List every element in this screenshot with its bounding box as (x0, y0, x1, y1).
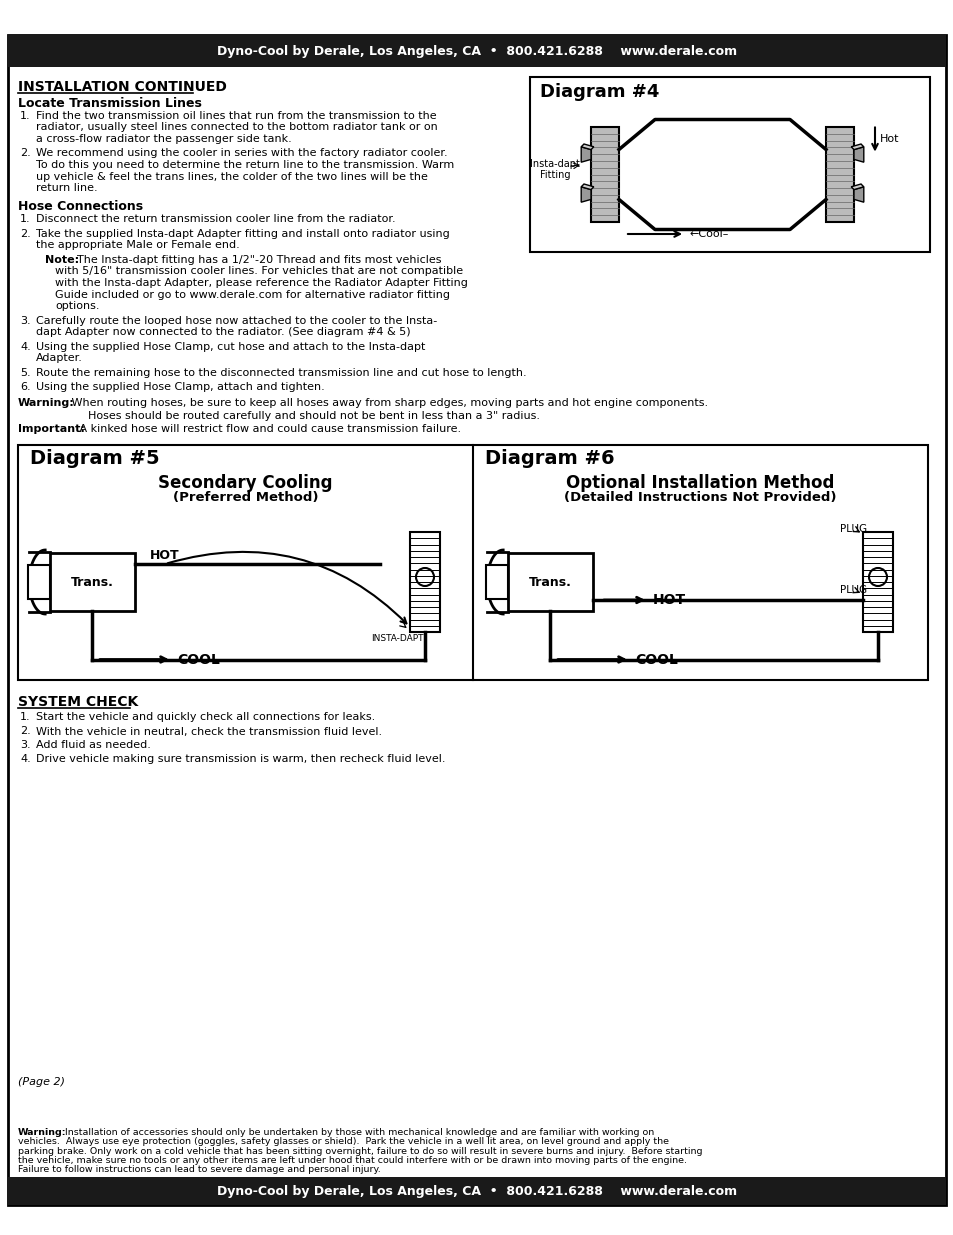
Text: To do this you need to determine the return line to the transmission. Warm: To do this you need to determine the ret… (36, 161, 454, 170)
Text: a cross-flow radiator the passenger side tank.: a cross-flow radiator the passenger side… (36, 135, 292, 144)
Bar (8, 35, 945, 67)
Text: ←Cool–: ←Cool– (689, 228, 729, 240)
Text: Hoses should be routed carefully and should not be bent in less than a 3" radius: Hoses should be routed carefully and sho… (88, 411, 539, 421)
Text: Diagram #5: Diagram #5 (30, 450, 159, 468)
Text: Take the supplied Insta-dapt Adapter fitting and install onto radiator using: Take the supplied Insta-dapt Adapter fit… (36, 228, 449, 240)
Text: 1.: 1. (20, 215, 30, 225)
Text: with 5/16" transmission cooler lines. For vehicles that are not compatible: with 5/16" transmission cooler lines. Fo… (55, 267, 462, 277)
Text: A kinked hose will restrict flow and could cause transmission failure.: A kinked hose will restrict flow and cou… (76, 425, 460, 435)
Polygon shape (580, 144, 593, 149)
Polygon shape (580, 147, 590, 162)
Text: PLUG: PLUG (840, 524, 866, 534)
Text: Hot: Hot (879, 135, 899, 144)
Text: the appropriate Male or Female end.: the appropriate Male or Female end. (36, 241, 239, 251)
Text: Note:: Note: (45, 254, 79, 266)
Text: (Preferred Method): (Preferred Method) (172, 490, 318, 504)
Text: Secondary Cooling: Secondary Cooling (158, 474, 333, 493)
Text: 5.: 5. (20, 368, 30, 378)
Bar (410, 532, 439, 632)
Text: 4.: 4. (20, 342, 30, 352)
Text: Insta-dapt
Fitting: Insta-dapt Fitting (530, 159, 579, 180)
Text: PLUG: PLUG (840, 585, 866, 595)
Text: INSTALLATION CONTINUED: INSTALLATION CONTINUED (18, 80, 227, 94)
Text: Add fluid as needed.: Add fluid as needed. (36, 741, 151, 751)
Text: Locate Transmission Lines: Locate Transmission Lines (18, 98, 202, 110)
Bar (8, 1177, 945, 1205)
Text: return line.: return line. (36, 183, 97, 193)
Polygon shape (853, 147, 862, 162)
Text: Carefully route the looped hose now attached to the cooler to the Insta-: Carefully route the looped hose now atta… (36, 315, 436, 326)
Text: 4.: 4. (20, 755, 30, 764)
Text: Warning:: Warning: (18, 1129, 67, 1137)
Text: with the Insta-dapt Adapter, please reference the Radiator Adapter Fitting: with the Insta-dapt Adapter, please refe… (55, 278, 467, 288)
Text: We recommend using the cooler in series with the factory radiator cooler.: We recommend using the cooler in series … (36, 148, 447, 158)
Text: (Detailed Instructions Not Provided): (Detailed Instructions Not Provided) (563, 490, 836, 504)
Polygon shape (580, 184, 593, 190)
Text: Using the supplied Hose Clamp, attach and tighten.: Using the supplied Hose Clamp, attach an… (36, 382, 324, 391)
Polygon shape (850, 144, 862, 149)
Text: parking brake. Only work on a cold vehicle that has been sitting overnight, fail: parking brake. Only work on a cold vehic… (18, 1146, 701, 1156)
Text: Installation of accessories should only be undertaken by those with mechanical k: Installation of accessories should only … (62, 1129, 654, 1137)
Bar (862, 532, 892, 632)
Polygon shape (853, 186, 862, 203)
Text: 3.: 3. (20, 741, 30, 751)
Text: 1.: 1. (20, 111, 30, 121)
Bar (530, 77, 929, 252)
Text: Adapter.: Adapter. (36, 353, 83, 363)
Text: Find the two transmission oil lines that run from the transmission to the: Find the two transmission oil lines that… (36, 111, 436, 121)
Text: Hose Connections: Hose Connections (18, 200, 143, 214)
Text: 3.: 3. (20, 315, 30, 326)
Text: options.: options. (55, 301, 99, 311)
Polygon shape (580, 186, 590, 203)
Text: Important:: Important: (18, 425, 85, 435)
Text: INSTA-DAPT: INSTA-DAPT (371, 634, 423, 643)
Bar (485, 564, 507, 599)
Bar (507, 553, 593, 611)
Text: Trans.: Trans. (71, 576, 113, 589)
Text: Start the vehicle and quickly check all connections for leaks.: Start the vehicle and quickly check all … (36, 713, 375, 722)
Text: Optional Installation Method: Optional Installation Method (566, 474, 834, 493)
Text: 2.: 2. (20, 148, 30, 158)
Bar (590, 127, 618, 222)
Text: 1.: 1. (20, 713, 30, 722)
Text: Guide included or go to www.derale.com for alternative radiator fitting: Guide included or go to www.derale.com f… (55, 289, 450, 300)
Text: COOL: COOL (177, 652, 219, 667)
Polygon shape (850, 184, 862, 190)
Bar (50, 553, 135, 611)
Text: dapt Adapter now connected to the radiator. (See diagram #4 & 5): dapt Adapter now connected to the radiat… (36, 327, 410, 337)
Text: 6.: 6. (20, 382, 30, 391)
Text: vehicles.  Always use eye protection (goggles, safety glasses or shield).  Park : vehicles. Always use eye protection (gog… (18, 1137, 668, 1146)
Bar (825, 127, 853, 222)
Text: COOL: COOL (635, 652, 678, 667)
Text: When routing hoses, be sure to keep all hoses away from sharp edges, moving part: When routing hoses, be sure to keep all … (68, 399, 707, 409)
Text: Route the remaining hose to the disconnected transmission line and cut hose to l: Route the remaining hose to the disconne… (36, 368, 526, 378)
Text: the vehicle, make sure no tools or any other items are left under hood that coul: the vehicle, make sure no tools or any o… (18, 1156, 686, 1165)
Text: The Insta-dapt fitting has a 1/2"-20 Thread and fits most vehicles: The Insta-dapt fitting has a 1/2"-20 Thr… (77, 254, 441, 266)
Text: 2.: 2. (20, 228, 30, 240)
Text: up vehicle & feel the trans lines, the colder of the two lines will be the: up vehicle & feel the trans lines, the c… (36, 172, 428, 182)
Text: Trans.: Trans. (529, 576, 572, 589)
Text: With the vehicle in neutral, check the transmission fluid level.: With the vehicle in neutral, check the t… (36, 726, 382, 736)
Text: Using the supplied Hose Clamp, cut hose and attach to the Insta-dapt: Using the supplied Hose Clamp, cut hose … (36, 342, 425, 352)
Text: Failure to follow instructions can lead to severe damage and personal injury.: Failure to follow instructions can lead … (18, 1165, 380, 1174)
Text: SYSTEM CHECK: SYSTEM CHECK (18, 694, 138, 709)
Text: Diagram #6: Diagram #6 (484, 450, 614, 468)
Text: Dyno-Cool by Derale, Los Angeles, CA  •  800.421.6288    www.derale.com: Dyno-Cool by Derale, Los Angeles, CA • 8… (216, 1184, 737, 1198)
Text: Warning:: Warning: (18, 399, 74, 409)
Text: HOT: HOT (652, 593, 685, 606)
Text: radiator, usually steel lines connected to the bottom radiator tank or on: radiator, usually steel lines connected … (36, 122, 437, 132)
Text: Dyno-Cool by Derale, Los Angeles, CA  •  800.421.6288    www.derale.com: Dyno-Cool by Derale, Los Angeles, CA • 8… (216, 44, 737, 58)
Text: HOT: HOT (150, 550, 179, 562)
Bar (28, 564, 50, 599)
Text: Drive vehicle making sure transmission is warm, then recheck fluid level.: Drive vehicle making sure transmission i… (36, 755, 445, 764)
Text: Disconnect the return transmission cooler line from the radiator.: Disconnect the return transmission coole… (36, 215, 395, 225)
Text: 2.: 2. (20, 726, 30, 736)
Bar (18, 445, 927, 679)
Text: Diagram #4: Diagram #4 (539, 83, 659, 101)
Text: (Page 2): (Page 2) (18, 1077, 65, 1087)
